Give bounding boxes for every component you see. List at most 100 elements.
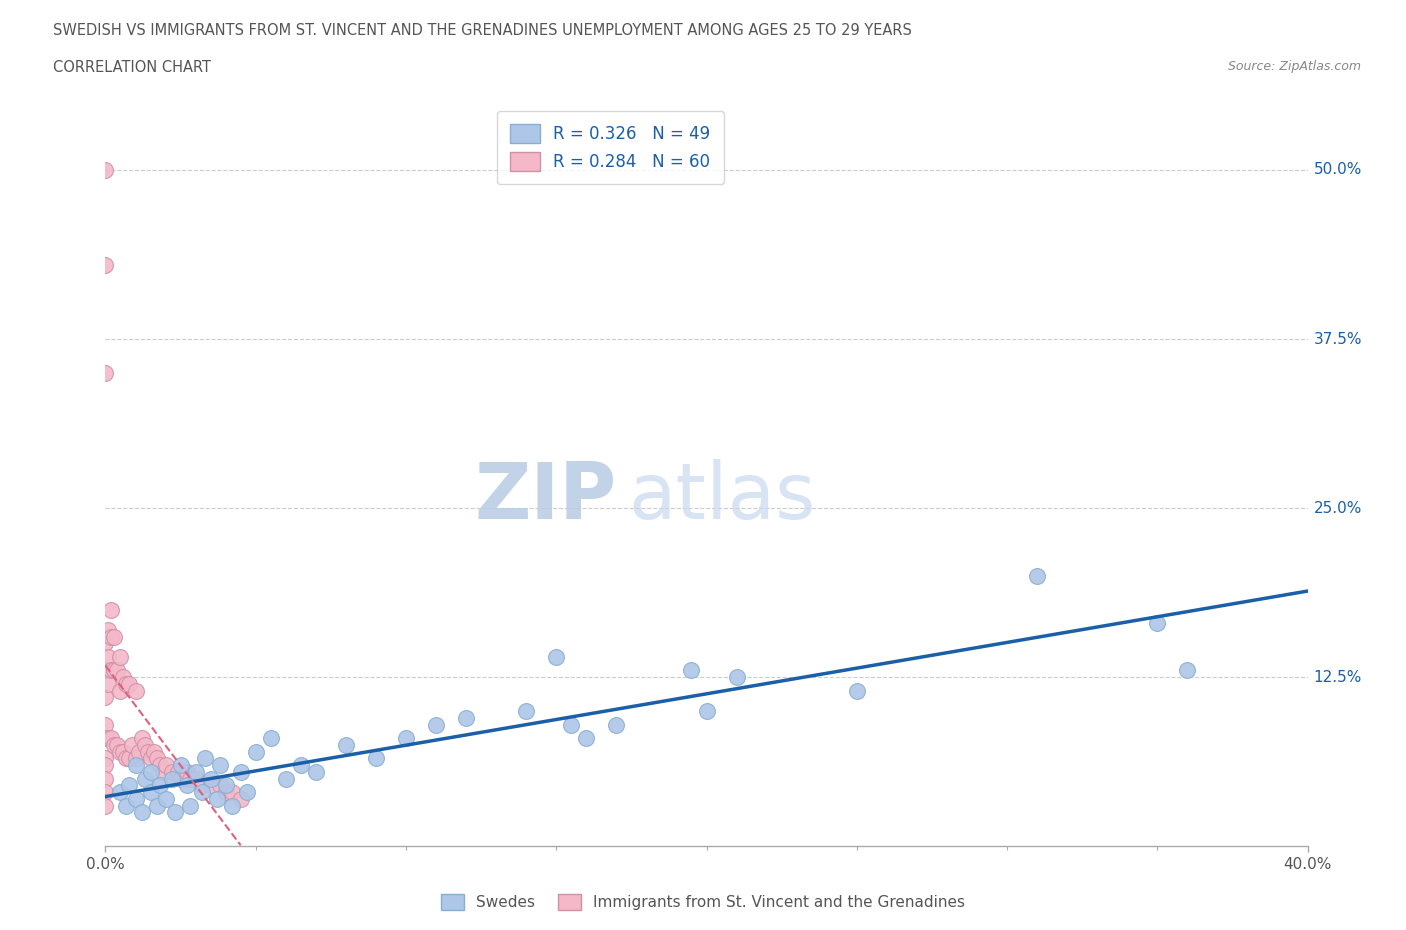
Point — [103, 737, 125, 752]
Text: 12.5%: 12.5% — [1313, 670, 1362, 684]
Legend: R = 0.326   N = 49, R = 0.284   N = 60: R = 0.326 N = 49, R = 0.284 N = 60 — [496, 111, 724, 184]
Point — [214, 778, 236, 793]
Point — [176, 764, 198, 779]
Point — [124, 751, 146, 765]
Point — [176, 778, 198, 793]
Text: Source: ZipAtlas.com: Source: ZipAtlas.com — [1227, 60, 1361, 73]
Point — [184, 764, 207, 779]
Point — [190, 785, 212, 800]
Point — [229, 764, 252, 779]
Point — [145, 751, 167, 765]
Point — [166, 764, 188, 779]
Point — [155, 758, 177, 773]
Point — [148, 758, 170, 773]
Point — [100, 731, 122, 746]
Point — [184, 771, 207, 786]
Point — [139, 785, 162, 800]
Point — [136, 744, 159, 759]
Point — [364, 751, 387, 765]
Point — [110, 684, 132, 698]
Point — [94, 731, 117, 746]
Point — [454, 711, 477, 725]
Point — [235, 785, 257, 800]
Point — [107, 663, 129, 678]
Point — [425, 717, 447, 732]
Point — [94, 758, 117, 773]
Point — [124, 758, 146, 773]
Point — [110, 785, 132, 800]
Point — [221, 798, 243, 813]
Point — [131, 805, 153, 820]
Text: 37.5%: 37.5% — [1313, 331, 1362, 347]
Point — [134, 771, 156, 786]
Point — [94, 690, 117, 705]
Point — [97, 622, 120, 637]
Point — [118, 778, 141, 793]
Point — [335, 737, 357, 752]
Point — [169, 771, 191, 786]
Point — [205, 791, 228, 806]
Point — [115, 798, 138, 813]
Point — [118, 751, 141, 765]
Point — [94, 785, 117, 800]
Point — [118, 676, 141, 691]
Point — [696, 704, 718, 719]
Point — [148, 778, 170, 793]
Point — [200, 778, 222, 793]
Point — [179, 798, 201, 813]
Point — [100, 663, 122, 678]
Point — [1175, 663, 1198, 678]
Point — [290, 758, 312, 773]
Point — [681, 663, 703, 678]
Point — [139, 751, 162, 765]
Point — [94, 717, 117, 732]
Point — [305, 764, 328, 779]
Point — [160, 771, 183, 786]
Point — [97, 731, 120, 746]
Point — [128, 744, 150, 759]
Point — [94, 163, 117, 178]
Point — [110, 744, 132, 759]
Point — [221, 785, 243, 800]
Point — [100, 630, 122, 644]
Point — [515, 704, 537, 719]
Point — [94, 663, 117, 678]
Text: 25.0%: 25.0% — [1313, 500, 1362, 515]
Point — [110, 649, 132, 664]
Point — [94, 771, 117, 786]
Point — [139, 764, 162, 779]
Point — [115, 676, 138, 691]
Point — [179, 771, 201, 786]
Point — [97, 676, 120, 691]
Text: CORRELATION CHART: CORRELATION CHART — [53, 60, 211, 75]
Point — [97, 649, 120, 664]
Point — [214, 785, 236, 800]
Point — [229, 791, 252, 806]
Point — [142, 744, 165, 759]
Point — [169, 758, 191, 773]
Point — [575, 731, 598, 746]
Point — [121, 737, 143, 752]
Point — [94, 258, 117, 272]
Point — [274, 771, 297, 786]
Point — [208, 778, 231, 793]
Point — [94, 751, 117, 765]
Point — [163, 805, 186, 820]
Point — [103, 663, 125, 678]
Point — [94, 636, 117, 651]
Point — [152, 764, 174, 779]
Point — [260, 731, 283, 746]
Point — [124, 684, 146, 698]
Text: 50.0%: 50.0% — [1313, 163, 1362, 178]
Point — [845, 684, 868, 698]
Point — [115, 751, 138, 765]
Point — [134, 737, 156, 752]
Text: ZIP: ZIP — [474, 458, 616, 535]
Point — [1026, 568, 1049, 583]
Legend: Swedes, Immigrants from St. Vincent and the Grenadines: Swedes, Immigrants from St. Vincent and … — [433, 886, 973, 918]
Point — [208, 758, 231, 773]
Point — [395, 731, 418, 746]
Point — [112, 744, 135, 759]
Point — [725, 670, 748, 684]
Point — [145, 798, 167, 813]
